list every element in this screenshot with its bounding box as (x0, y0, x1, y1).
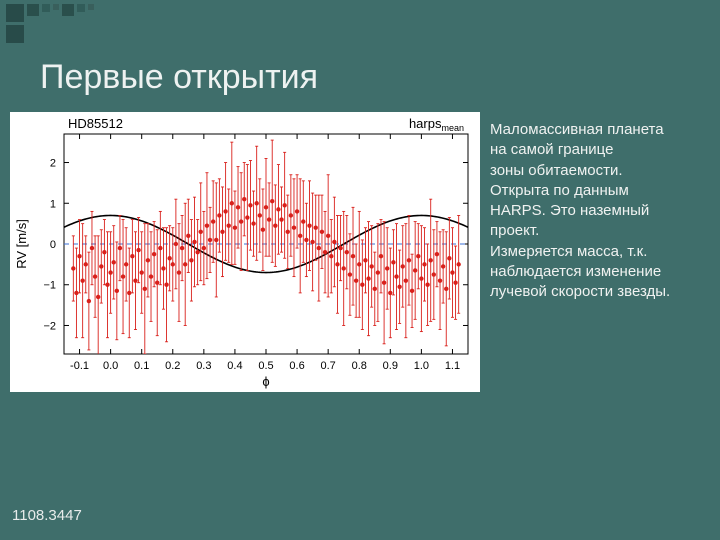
svg-text:1.0: 1.0 (414, 360, 429, 372)
svg-text:1: 1 (50, 198, 56, 210)
slide-footer: 1108.3447 (12, 507, 82, 524)
svg-text:0.1: 0.1 (134, 360, 149, 372)
svg-text:2: 2 (50, 158, 56, 170)
slide-title: Первые открытия (40, 58, 318, 97)
svg-text:0.2: 0.2 (165, 360, 180, 372)
svg-text:RV [m/s]: RV [m/s] (14, 219, 29, 269)
body-line: зоны обитаемости. (490, 161, 714, 181)
svg-text:0: 0 (50, 239, 56, 251)
body-line: Маломассивная планета (490, 120, 714, 140)
svg-text:0.6: 0.6 (289, 360, 304, 372)
svg-text:HD85512: HD85512 (68, 116, 123, 131)
svg-text:harpsmean: harpsmean (409, 116, 464, 133)
body-line: проект. (490, 221, 714, 241)
svg-text:−1: −1 (43, 280, 56, 292)
svg-text:−2: −2 (43, 320, 56, 332)
svg-text:0.8: 0.8 (352, 360, 367, 372)
svg-text:0.0: 0.0 (103, 360, 118, 372)
svg-text:ϕ: ϕ (262, 374, 269, 389)
svg-text:1.1: 1.1 (445, 360, 460, 372)
svg-text:-0.1: -0.1 (70, 360, 89, 372)
slide-body: Маломассивная планетана самой границезон… (490, 120, 714, 302)
body-line: Открыта по данным (490, 181, 714, 201)
svg-text:0.7: 0.7 (321, 360, 336, 372)
body-line: лучевой скорости звезды. (490, 282, 714, 302)
svg-text:0.5: 0.5 (258, 360, 273, 372)
body-line: наблюдается изменение (490, 262, 714, 282)
body-line: Измеряется масса, т.к. (490, 242, 714, 262)
svg-text:0.9: 0.9 (383, 360, 398, 372)
body-line: на самой границе (490, 140, 714, 160)
slide-decoration (6, 4, 96, 43)
svg-text:0.4: 0.4 (227, 360, 242, 372)
body-line: HARPS. Это наземный (490, 201, 714, 221)
svg-text:0.3: 0.3 (196, 360, 211, 372)
rv-chart: -0.1 0.0 0.1 0.2 0.3 0.4 0.5 0.6 0.7 0.8 0.9 1.0 1.1… (10, 112, 480, 392)
